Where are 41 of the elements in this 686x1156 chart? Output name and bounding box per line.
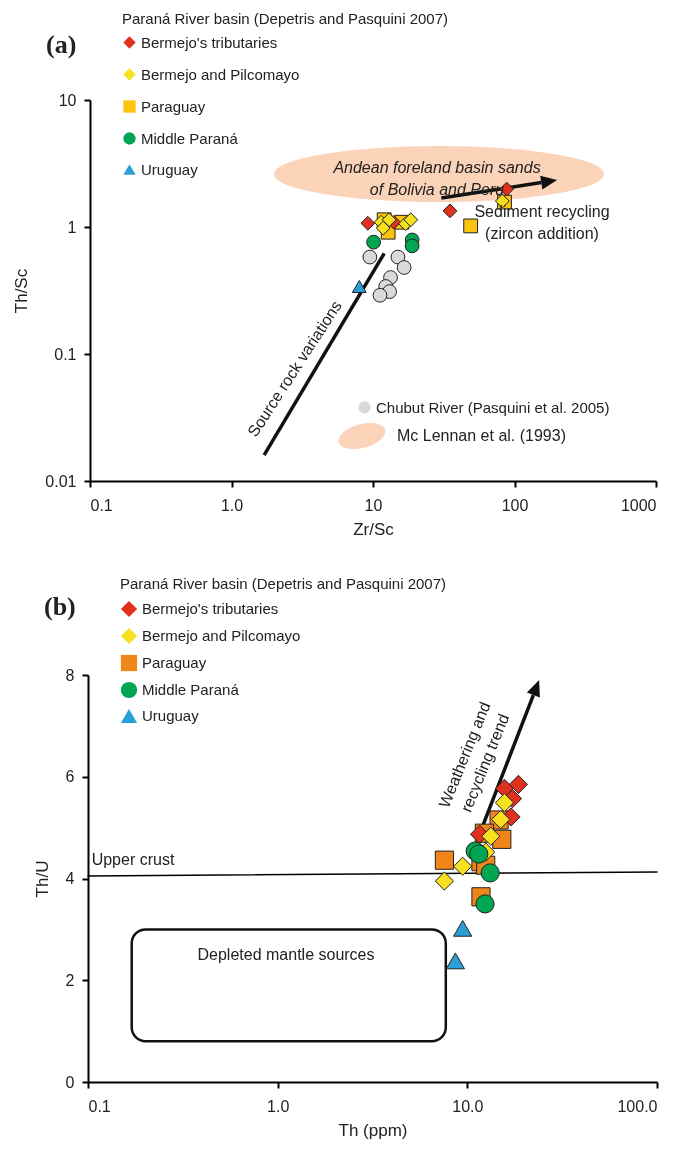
annotation: Sediment recycling (zircon addition) <box>474 203 610 242</box>
y-tick-label: 2 <box>65 971 75 989</box>
x-tick-label: 1.0 <box>267 1097 290 1115</box>
legend-label: Bermejo and Pilcomayo <box>141 65 300 83</box>
x-tick-label: 10 <box>364 496 383 514</box>
x-axis-title: Th (ppm) <box>338 1120 408 1140</box>
annotation: Mc Lennan et al. (1993) <box>397 427 566 444</box>
x-tick-label: 1000 <box>620 496 657 514</box>
x-axis-title: Zr/Sc <box>353 519 395 539</box>
legend-title: Paraná River basin (Depetris and Pasquini 2007) <box>122 10 449 27</box>
x-tick-label: 100.0 <box>617 1097 658 1115</box>
annotation: Depleted mantle sources <box>197 946 375 963</box>
chart-title: (a) <box>46 30 77 59</box>
legend-title: Paraná River basin (Depetris and Pasquini 2007) <box>120 575 447 592</box>
x-tick-label: 0.1 <box>88 1097 111 1115</box>
y-tick-label: 4 <box>65 870 75 887</box>
x-tick-label: 10.0 <box>452 1097 484 1115</box>
legend-label: Paraguay <box>142 654 207 671</box>
legend-label: Bermejo's tributaries <box>142 600 279 617</box>
y-axis-title: Th/Sc <box>12 268 32 314</box>
chart-title: (b) <box>44 592 76 621</box>
legend-label: Uruguay <box>141 160 199 178</box>
y-tick-label: 8 <box>65 666 75 684</box>
y-tick-label: 0.01 <box>45 472 77 490</box>
y-tick-label: 6 <box>65 768 75 786</box>
y-tick-label: 0.1 <box>54 345 77 363</box>
legend-label: Chubut River (Pasquini et al. 2005) <box>376 398 610 416</box>
legend-label: Middle Paraná <box>141 129 239 147</box>
x-tick-label: 0.1 <box>90 496 113 514</box>
legend-label: Uruguay <box>142 707 200 724</box>
legend-label: Bermejo and Pilcomayo <box>142 627 301 644</box>
legend-label: Middle Paraná <box>142 681 240 698</box>
y-tick-label: 0 <box>65 1073 75 1091</box>
x-tick-label: 1.0 <box>220 496 244 514</box>
legend-label: Bermejo's tributaries <box>141 33 278 51</box>
y-axis-title: Th/U <box>32 860 52 898</box>
legend-label: Paraguay <box>141 97 206 115</box>
x-tick-label: 100 <box>501 496 529 514</box>
y-tick-label: 1 <box>67 218 77 236</box>
y-tick-label: 10 <box>58 91 77 109</box>
annotation: Upper crust <box>91 851 175 868</box>
